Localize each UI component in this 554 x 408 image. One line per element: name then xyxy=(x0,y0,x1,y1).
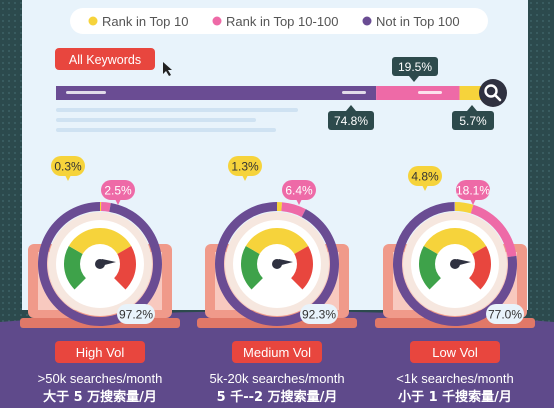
volume-label: Low Vol xyxy=(432,345,478,360)
slice-value-label: 2.5% xyxy=(104,184,132,198)
volume-label: High Vol xyxy=(76,345,125,360)
callout-not-top100: 97.2% xyxy=(117,304,155,324)
volume-label: Medium Vol xyxy=(243,345,311,360)
legend-dot-top10 xyxy=(88,16,98,26)
needle-hub xyxy=(95,259,105,269)
slice-top10-100 xyxy=(281,202,306,218)
all-keywords-label: All Keywords xyxy=(69,53,141,67)
volume-label-bg xyxy=(55,341,145,363)
slice-top10 xyxy=(455,202,474,214)
bar-highlight xyxy=(418,91,442,94)
slice-value-label: 0.3% xyxy=(54,160,82,174)
gauge-0: 0.3% 2.5% 97.2% High Vol >50k searches/month… xyxy=(20,156,180,405)
bar-segment-not-top100 xyxy=(56,86,377,100)
gauge-1: 1.3% 6.4% 92.3% Medium Vol 5k-20k searches/m… xyxy=(197,156,357,405)
slice-value-label: 6.4% xyxy=(285,184,313,198)
callout-top10-100: 6.4% xyxy=(282,180,316,205)
bar-highlight xyxy=(66,91,106,94)
legend-label-top10: Rank in Top 10 xyxy=(102,14,189,29)
callout-top10: 4.8% xyxy=(408,166,442,191)
callout-not-top100: 92.3% xyxy=(300,304,338,324)
legend-dot-top10-100 xyxy=(212,16,222,26)
callout-top10: 0.3% xyxy=(51,156,85,181)
slice-value-label: 1.3% xyxy=(231,160,259,174)
legend-pill xyxy=(70,8,488,34)
slice-value-label: 77.0% xyxy=(488,308,522,322)
bar-value-top10: 5.7% xyxy=(459,114,487,128)
search-range-caption-cn: 5 千--2 万搜索量/月 xyxy=(217,389,338,405)
slice-top10-100 xyxy=(470,204,517,258)
placeholder-lines xyxy=(56,108,298,132)
slice-value-label: 97.2% xyxy=(119,308,153,322)
legend-label-top10-100: Rank in Top 10-100 xyxy=(226,14,339,29)
bar-value-not-top100: 74.8% xyxy=(334,114,368,128)
legend: Rank in Top 10 Rank in Top 10-100 Not in… xyxy=(70,8,488,34)
bar-highlight xyxy=(342,91,366,94)
callout-not-top100: 77.0% xyxy=(486,304,524,324)
slice-top10 xyxy=(277,202,283,212)
cursor-icon xyxy=(163,62,172,76)
gauges: 0.3% 2.5% 97.2% High Vol >50k searches/month… xyxy=(20,156,535,405)
search-range-caption: >50k searches/month xyxy=(38,371,163,386)
search-range-caption-cn: 大于 5 万搜索量/月 xyxy=(43,389,157,405)
needle-hub xyxy=(272,259,282,269)
slice-value-label: 4.8% xyxy=(411,170,439,184)
search-range-caption: 5k-20k searches/month xyxy=(209,371,344,386)
bar-callout-not-top100: 74.8% xyxy=(328,105,374,130)
all-keywords-button-bg[interactable] xyxy=(55,48,155,70)
search-range-caption-cn: 小于 1 千搜索量/月 xyxy=(398,389,512,405)
slice-value-label: 92.3% xyxy=(302,308,336,322)
all-keywords-button[interactable]: All Keywords xyxy=(55,48,155,70)
slice-top10 xyxy=(100,202,102,212)
volume-label-bg xyxy=(410,341,500,363)
bar-segment-top10 xyxy=(459,86,484,100)
legend-label-not-top100: Not in Top 100 xyxy=(376,14,460,29)
callout-top10-100: 18.1% xyxy=(456,180,490,205)
legend-dot-not-top100 xyxy=(362,16,372,26)
search-range-caption: <1k searches/month xyxy=(396,371,513,386)
volume-label-bg xyxy=(232,341,322,363)
keyword-bar xyxy=(56,86,484,100)
slice-value-label: 18.1% xyxy=(456,184,490,198)
search-icon[interactable] xyxy=(479,79,507,107)
bar-callout-top10: 5.7% xyxy=(452,105,494,130)
gauge-2: 4.8% 18.1% 77.0% Low Vol <1k searches/month 小… xyxy=(375,166,535,405)
needle-hub xyxy=(450,259,460,269)
callout-top10: 1.3% xyxy=(228,156,262,181)
callout-top10-100: 2.5% xyxy=(101,180,135,205)
slice-top10-100 xyxy=(100,202,111,212)
bar-value-top10-100: 19.5% xyxy=(398,60,432,74)
bar-callout-top10-100: 19.5% xyxy=(392,57,438,82)
bar-segment-top10-100 xyxy=(376,86,460,100)
